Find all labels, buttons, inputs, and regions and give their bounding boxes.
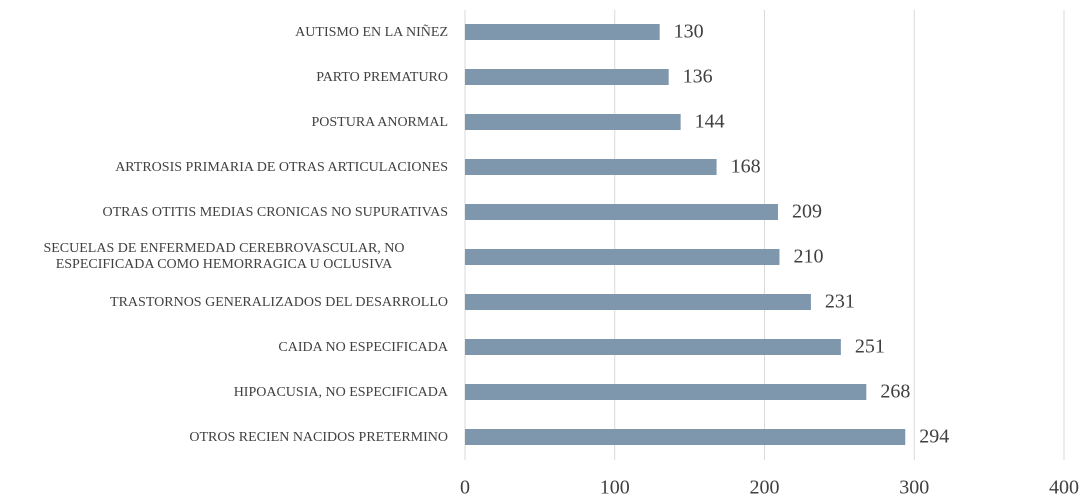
value-label: 136 [683, 66, 713, 88]
category-label-box: SECUELAS DE ENFERMEDAD CEREBROVASCULAR, … [0, 241, 448, 273]
value-label: 231 [825, 291, 855, 313]
value-label: 294 [919, 426, 949, 448]
value-label: 268 [880, 381, 910, 403]
category-label-box: HIPOACUSIA, NO ESPECIFICADA [0, 383, 448, 401]
bar [465, 159, 717, 175]
x-tick-label: 400 [1049, 477, 1079, 499]
value-label: 210 [793, 246, 823, 268]
category-label-box: PARTO PREMATURO [0, 68, 448, 86]
value-label: 144 [695, 111, 725, 133]
bar [465, 249, 780, 265]
y-tick-label: TRASTORNOS GENERALIZADOS DEL DESARROLLO [110, 295, 448, 310]
category-label-box: AUTISMO EN LA NIÑEZ [0, 23, 448, 41]
bar [465, 384, 867, 400]
y-tick-label: OTRAS OTITIS MEDIAS CRONICAS NO SUPURATI… [102, 205, 448, 220]
bar [465, 339, 841, 355]
category-label-box: OTRAS OTITIS MEDIAS CRONICAS NO SUPURATI… [0, 203, 448, 221]
bar [465, 429, 906, 445]
y-tick-label: OTROS RECIEN NACIDOS PRETERMINO [189, 430, 448, 445]
y-tick-label: POSTURA ANORMAL [311, 115, 448, 130]
x-tick-label: 300 [899, 477, 929, 499]
value-label: 130 [674, 21, 704, 43]
bar [465, 294, 811, 310]
bar [465, 114, 681, 130]
category-label-box: TRASTORNOS GENERALIZADOS DEL DESARROLLO [0, 293, 448, 311]
bar [465, 24, 660, 40]
y-tick-label: HIPOACUSIA, NO ESPECIFICADA [233, 385, 448, 400]
y-tick-label: AUTISMO EN LA NIÑEZ [295, 25, 448, 40]
y-tick-label: CAIDA NO ESPECIFICADA [278, 340, 448, 355]
category-label-box: OTROS RECIEN NACIDOS PRETERMINO [0, 428, 448, 446]
value-label: 168 [731, 156, 761, 178]
x-tick-label: 100 [600, 477, 630, 499]
value-label: 251 [855, 336, 885, 358]
x-tick-label: 200 [750, 477, 780, 499]
y-tick-label: ARTROSIS PRIMARIA DE OTRAS ARTICULACIONE… [115, 160, 448, 175]
y-tick-label: PARTO PREMATURO [316, 70, 448, 85]
bar [465, 204, 778, 220]
category-label-box: CAIDA NO ESPECIFICADA [0, 338, 448, 356]
category-label-box: POSTURA ANORMAL [0, 113, 448, 131]
x-tick-label: 0 [460, 477, 470, 499]
y-tick-label: SECUELAS DE ENFERMEDAD CEREBROVASCULAR, … [43, 241, 405, 272]
bar [465, 69, 669, 85]
category-label-box: ARTROSIS PRIMARIA DE OTRAS ARTICULACIONE… [0, 158, 448, 176]
value-label: 209 [792, 201, 822, 223]
